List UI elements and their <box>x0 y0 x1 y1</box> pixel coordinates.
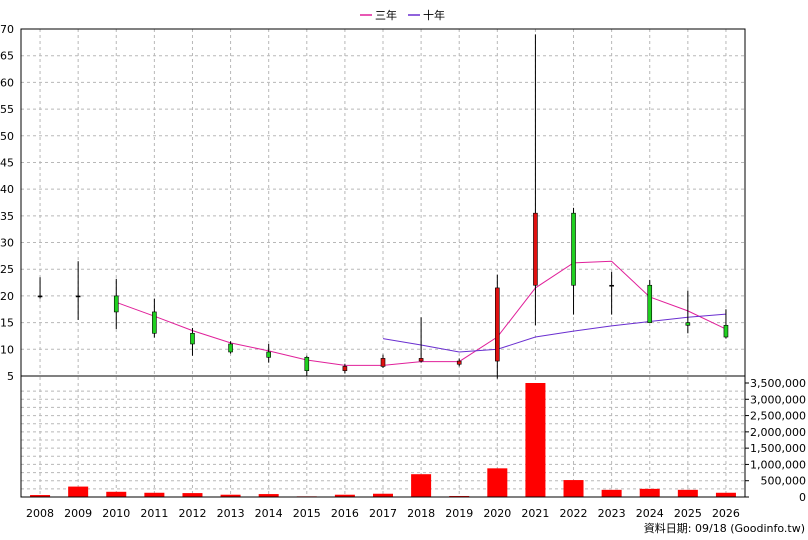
price-tick-label: 20 <box>0 290 14 303</box>
price-tick-label: 10 <box>0 343 14 356</box>
price-tick-label: 25 <box>0 263 14 276</box>
x-tick-label: 2009 <box>64 507 92 520</box>
volume-bar <box>563 480 584 497</box>
candle-body <box>609 284 614 287</box>
candle-body <box>685 322 691 326</box>
x-axis: 2008 2009 2010 2011 2012 2013 2014 2015 2016 2017… <box>26 507 740 520</box>
volume-bar <box>68 486 89 497</box>
x-tick-label: 2013 <box>217 507 245 520</box>
source-note: 資料日期: 09/18 (Goodinfo.tw) <box>644 521 805 535</box>
volume-tick-label: 2,000,000 <box>750 426 806 439</box>
x-tick-label: 2026 <box>712 507 740 520</box>
x-tick-label: 2012 <box>178 507 206 520</box>
x-tick-label: 2016 <box>331 507 359 520</box>
price-tick-label: 70 <box>0 23 14 36</box>
candlesticks <box>37 34 729 379</box>
x-tick-label: 2019 <box>445 507 473 520</box>
candle-body <box>152 311 157 334</box>
candle-body <box>571 212 576 286</box>
x-tick-label: 2015 <box>293 507 321 520</box>
grid <box>21 28 745 497</box>
x-tick-label: 2018 <box>407 507 435 520</box>
price-tick-label: 60 <box>0 76 14 89</box>
candle-body <box>190 332 195 345</box>
volume-bar <box>334 494 355 497</box>
x-tick-label: 2025 <box>674 507 702 520</box>
x-tick-label: 2008 <box>26 507 54 520</box>
volume-bar <box>639 488 660 497</box>
price-tick-label: 55 <box>0 103 14 116</box>
candle-body <box>304 357 310 371</box>
x-tick-label: 2021 <box>521 507 549 520</box>
candle-body <box>723 324 729 338</box>
x-tick-label: 2017 <box>369 507 397 520</box>
volume-tick-label: 3,000,000 <box>750 393 806 406</box>
price-tick-label: 65 <box>0 50 14 63</box>
volume-bar <box>601 489 622 497</box>
x-tick-label: 2014 <box>255 507 283 520</box>
candle-body <box>647 284 653 323</box>
volume-bar <box>30 495 51 497</box>
volume-tick-label: 3,500,000 <box>750 377 806 390</box>
legend: 三年 十年 <box>360 8 445 22</box>
candle-body <box>418 358 424 362</box>
candle-body <box>37 295 43 298</box>
volume-tick-label: 1,000,000 <box>750 458 806 471</box>
volume-bar <box>411 474 432 497</box>
plot-frame <box>20 28 746 498</box>
x-tick-label: 2011 <box>140 507 168 520</box>
volume-bars <box>30 383 736 498</box>
candle-body <box>75 295 81 298</box>
series-line-10yr <box>382 313 726 353</box>
volume-tick-label: 500,000 <box>761 475 807 488</box>
candle-body <box>456 360 462 365</box>
volume-bar <box>220 494 241 497</box>
price-tick-label: 15 <box>0 317 14 330</box>
price-tick-label: 45 <box>0 156 14 169</box>
candle-body <box>495 287 500 362</box>
volume-bar <box>373 493 393 497</box>
volume-tick-label: 0 <box>799 491 806 504</box>
legend-label-10yr: 十年 <box>423 8 445 22</box>
price-tick-label: 40 <box>0 183 14 196</box>
price-tick-label: 35 <box>0 210 14 223</box>
candle-body <box>266 351 271 358</box>
price-tick-label: 30 <box>0 237 14 250</box>
candle-body <box>113 295 119 313</box>
x-tick-label: 2023 <box>598 507 626 520</box>
candle-body <box>228 343 233 353</box>
price-tick-label: 50 <box>0 130 14 143</box>
volume-bar <box>525 383 546 497</box>
candle-body <box>533 212 538 286</box>
volume-bar <box>106 491 127 497</box>
candle-body <box>342 366 348 371</box>
volume-axis: 0 500,000 1,000,000 1,500,000 2,000,000 2,500… <box>745 377 806 504</box>
volume-tick-label: 2,500,000 <box>750 410 806 423</box>
volume-bar <box>258 494 279 497</box>
price-tick-label: 5 <box>7 370 14 383</box>
price-axis: 5 10 15 20 25 30 35 40 45 50 55 60 65 70 <box>0 23 14 383</box>
volume-bar <box>677 489 698 497</box>
candle-body <box>380 358 386 367</box>
legend-label-3yr: 三年 <box>375 8 397 22</box>
x-tick-label: 2024 <box>636 507 664 520</box>
volume-bar <box>182 493 203 497</box>
volume-bar <box>715 492 736 497</box>
volume-bar <box>144 492 165 497</box>
volume-bar <box>487 468 508 497</box>
x-tick-label: 2020 <box>483 507 511 520</box>
volume-tick-label: 1,500,000 <box>750 442 806 455</box>
x-tick-label: 2010 <box>102 507 130 520</box>
x-tick-label: 2022 <box>560 507 588 520</box>
